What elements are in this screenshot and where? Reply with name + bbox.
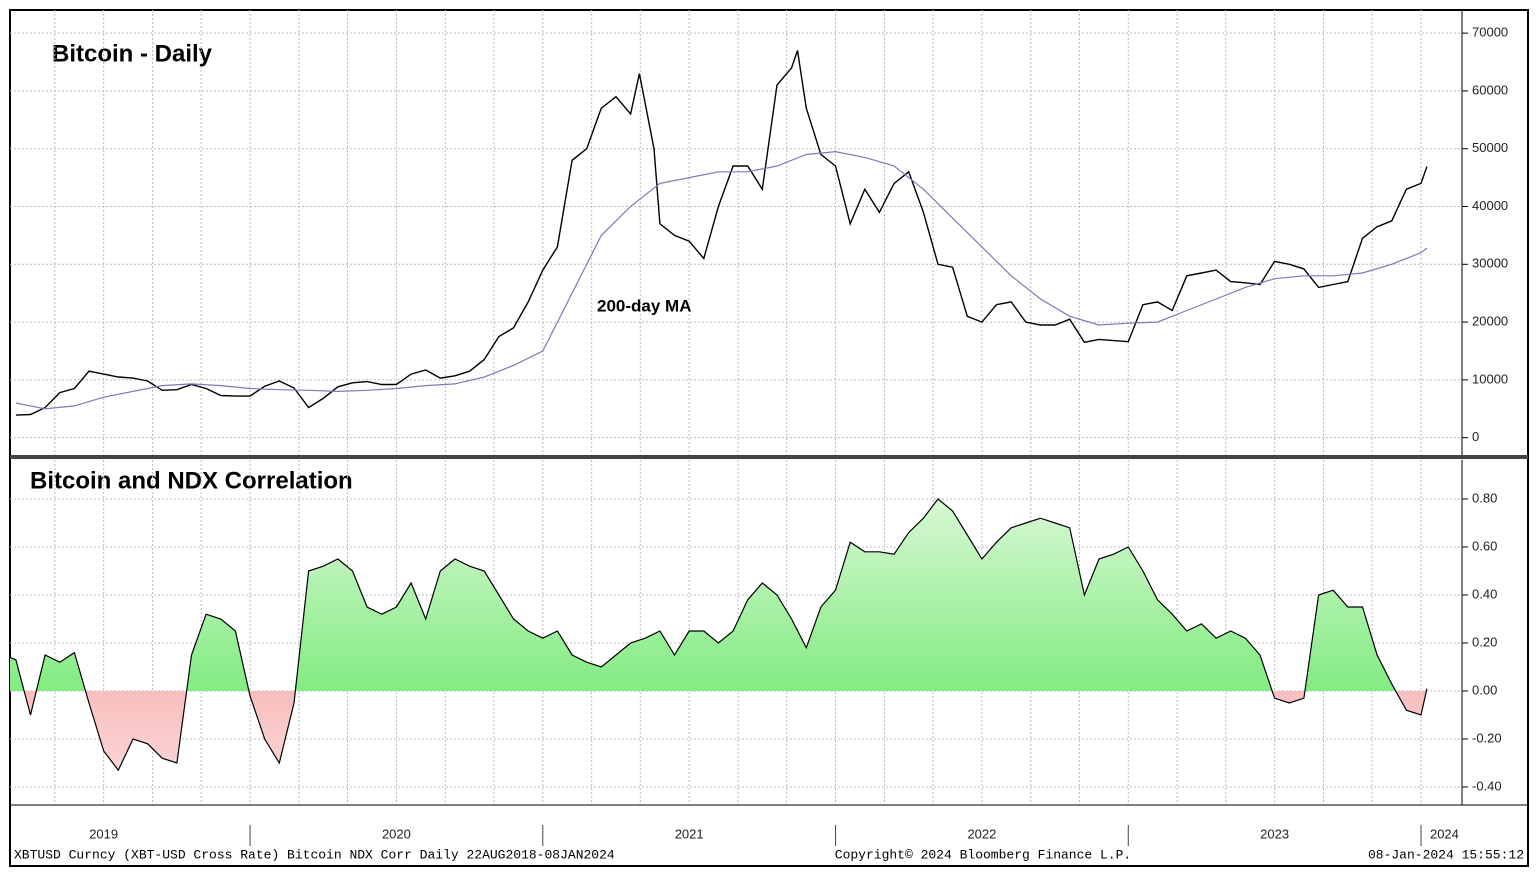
grid (10, 10, 1462, 455)
y-tick-label: 0.20 (1472, 634, 1497, 649)
footer-center: Copyright© 2024 Bloomberg Finance L.P. (835, 847, 1131, 862)
x-tick-label: 2022 (967, 826, 996, 841)
panel-divider (10, 455, 1528, 459)
price-line (15, 50, 1428, 416)
y-tick-label: 0.00 (1472, 682, 1497, 697)
correlation-line (9, 498, 1428, 772)
footer-left: XBTUSD Curncy (XBT-USD Cross Rate) Bitco… (14, 847, 615, 862)
footer-right: 08-Jan-2024 15:55:12 (1368, 847, 1524, 862)
y-tick-label: 0.80 (1472, 490, 1497, 505)
positive-area (10, 499, 1427, 691)
panel-title: Bitcoin - Daily (52, 40, 213, 67)
y-tick-label: 70000 (1472, 25, 1508, 40)
price-line (15, 150, 1428, 410)
x-tick-label: 2020 (382, 826, 411, 841)
annotation: 200-day MA (597, 296, 691, 315)
x-tick-label: 2019 (89, 826, 118, 841)
y-tick-label: 0.60 (1472, 538, 1497, 553)
y-tick-label: 50000 (1472, 140, 1508, 155)
y-tick-label: 0.40 (1472, 586, 1497, 601)
x-tick-label: 2023 (1260, 826, 1289, 841)
x-tick-label: 2021 (675, 826, 704, 841)
y-tick-label: 20000 (1472, 314, 1508, 329)
panel-title: Bitcoin and NDX Correlation (30, 467, 353, 494)
y-tick-label: -0.20 (1472, 730, 1502, 745)
y-tick-label: 30000 (1472, 256, 1508, 271)
y-tick-label: 60000 (1472, 82, 1508, 97)
y-tick-label: 0 (1472, 429, 1479, 444)
y-tick-label: -0.40 (1472, 778, 1502, 793)
negative-area (10, 691, 1427, 771)
y-tick-label: 40000 (1472, 198, 1508, 213)
y-tick-label: 10000 (1472, 371, 1508, 386)
x-tick-label: 2024 (1430, 826, 1459, 841)
